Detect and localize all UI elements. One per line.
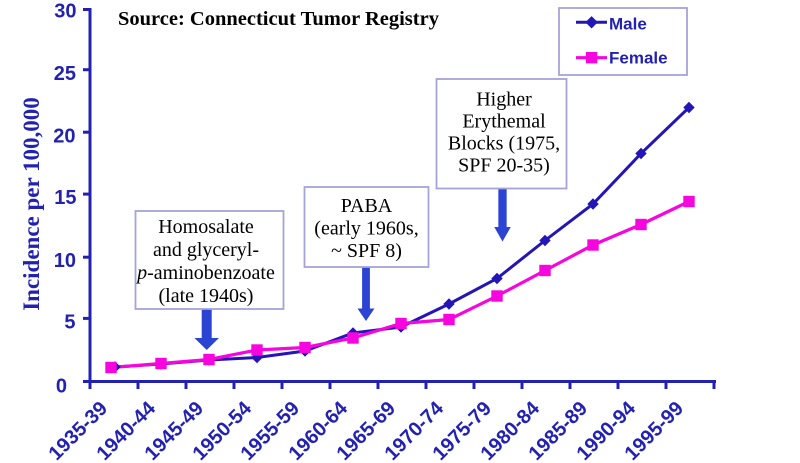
svg-text:5: 5 bbox=[64, 312, 75, 334]
svg-text:10: 10 bbox=[54, 250, 76, 272]
svg-text:~ SPF 8): ~ SPF 8) bbox=[331, 240, 402, 262]
svg-text:30: 30 bbox=[54, 0, 76, 22]
svg-text:p-aminobenzoate: p-aminobenzoate bbox=[135, 262, 275, 284]
svg-text:20: 20 bbox=[53, 126, 75, 148]
svg-text:Female: Female bbox=[609, 48, 668, 67]
svg-text:Homosalate: Homosalate bbox=[158, 216, 254, 238]
svg-text:Erythemal: Erythemal bbox=[462, 111, 546, 133]
svg-text:and glyceryl-: and glyceryl- bbox=[153, 239, 259, 261]
svg-text:0: 0 bbox=[56, 376, 67, 398]
svg-text:(early 1960s,: (early 1960s, bbox=[314, 218, 418, 240]
svg-text:(late 1940s): (late 1940s) bbox=[159, 285, 254, 307]
svg-text:Incidence per 100,000: Incidence per 100,000 bbox=[19, 97, 44, 311]
svg-text:Male: Male bbox=[609, 14, 647, 33]
svg-text:SPF 20-35): SPF 20-35) bbox=[458, 155, 550, 177]
svg-text:Higher: Higher bbox=[476, 89, 532, 111]
svg-text:Blocks (1975,: Blocks (1975, bbox=[448, 133, 560, 155]
svg-text:25: 25 bbox=[54, 63, 76, 85]
svg-text:PABA: PABA bbox=[341, 195, 393, 217]
svg-text:15: 15 bbox=[54, 187, 76, 209]
svg-text:Source: Connecticut Tumor Regi: Source: Connecticut Tumor Registry bbox=[118, 8, 440, 30]
